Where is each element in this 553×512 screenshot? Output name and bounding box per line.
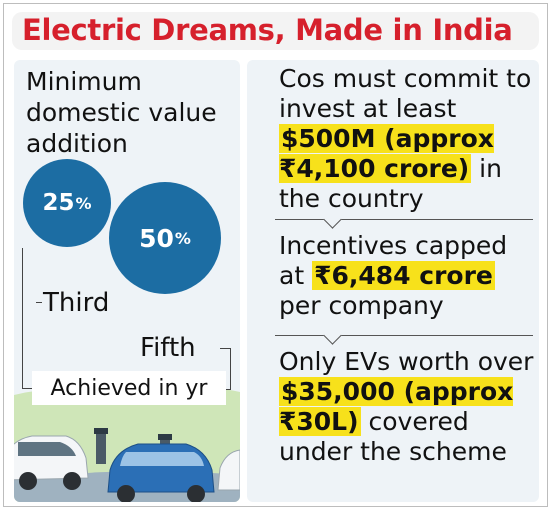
label-achieved-in-yr: Achieved in yr [32,371,226,405]
ev-charging-illustration [14,386,240,502]
divider-1 [275,219,533,220]
block3-pre: Only EVs worth over [279,347,534,376]
bracket-third-tick [36,302,42,303]
circle-25-value: 25 [42,190,75,216]
divider-2 [275,335,533,336]
info-block-ev-price: Only EVs worth over $35,000 (approx ₹30L… [279,347,534,467]
block2-post: per company [279,291,444,320]
block3-post: covered under the scheme [279,407,507,466]
info-block-investment: Cos must commit to invest at least $500M… [279,64,534,214]
title-bar [12,12,539,50]
circle-50-percent: 50% [109,182,221,294]
circle-25-percent: 25% [23,159,111,247]
page-title: Electric Dreams, Made in India [22,13,513,47]
label-fifth: Fifth [140,333,196,363]
block1-pre: Cos must commit to invest at least [279,64,532,123]
block1-post: in the country [279,154,502,213]
circle-50-unit: % [174,228,191,248]
block1-highlight: $500M (approx ₹4,100 crore) [279,124,494,183]
info-block-incentives: Incentives capped at ₹6,484 crore per co… [279,231,534,321]
label-third: Third [43,288,110,318]
left-heading: Minimum domestic value addition [26,67,217,158]
circle-50-value: 50 [139,223,174,253]
block2-pre: Incentives capped at [279,231,508,290]
circle-25-unit: % [75,193,92,213]
left-panel [14,60,240,502]
bracket-third [22,248,41,389]
block2-highlight: ₹6,484 crore [312,261,495,290]
